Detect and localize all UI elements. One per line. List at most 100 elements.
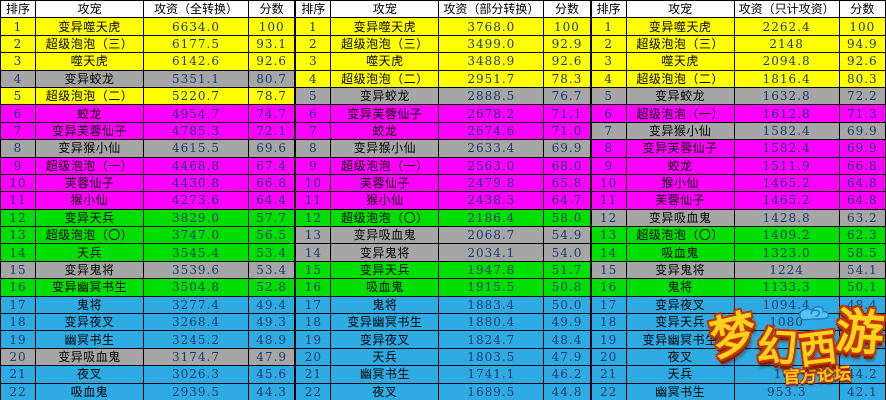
cell-pet: 芙蓉仙子 [331, 174, 440, 193]
cell-value: 2094.8 [734, 53, 840, 71]
cell-value: 2438.3 [439, 192, 545, 210]
cell-value: 1224 [734, 261, 840, 280]
cell-value [734, 331, 840, 349]
cell-value: 1465.2 [734, 174, 840, 193]
cell-value: 2034.1 [439, 244, 545, 262]
cell-score: 53.4 [249, 261, 296, 280]
cell-score: 47.9 [249, 348, 296, 367]
cell-pet: 变异噬天虎 [36, 18, 144, 36]
cell-rank: 21 [1, 366, 36, 384]
cell-pet: 超级泡泡（〇） [626, 227, 735, 245]
cell-rank: 12 [591, 209, 627, 228]
cell-rank: 18 [1, 314, 36, 332]
column-header: 分数 [249, 1, 296, 19]
cell-pet: 变异鬼将 [331, 244, 440, 262]
cell-score: 54.9 [544, 227, 591, 245]
cell-pet: 超级泡泡（二） [331, 70, 440, 88]
cell-score: 53.4 [249, 244, 296, 262]
cell-rank: 14 [1, 244, 36, 262]
cell-rank: 15 [296, 261, 332, 280]
column-header: 分数 [544, 1, 591, 19]
cell-score: 48.9 [249, 331, 296, 349]
cell-score: 78.3 [544, 70, 591, 88]
cell-score: 92.6 [544, 53, 591, 71]
cell-pet: 超级泡泡（一） [36, 157, 144, 175]
cell-value: 3545.4 [144, 244, 249, 262]
cell-pet: 鬼将 [36, 296, 144, 315]
cell-pet: 蛟龙 [331, 122, 440, 141]
cell-pet: 变异天兵 [626, 314, 735, 332]
cell-pet: 蛟龙 [626, 157, 735, 175]
cell-rank: 17 [1, 296, 36, 315]
cell-rank: 1 [591, 18, 627, 36]
cell-pet: 变异鬼将 [626, 261, 735, 280]
cell-pet: 超级泡泡（二） [36, 87, 144, 106]
column-header: 排序 [591, 1, 627, 19]
cell-value: 953.3 [734, 383, 840, 400]
cell-pet: 变异蛟龙 [36, 70, 144, 88]
cell-score: 64.4 [249, 192, 296, 210]
cell-pet: 鬼将 [626, 279, 735, 297]
cell-rank: 9 [1, 157, 36, 175]
cell-score: 94.9 [839, 35, 886, 54]
cell-score: 52.8 [249, 279, 296, 297]
cell-score: 46.2 [544, 366, 591, 384]
cell-score: 63.2 [839, 209, 886, 228]
cell-value: 1915.5 [439, 279, 545, 297]
cell-score: 69.9 [839, 140, 886, 158]
cell-rank: 3 [1, 53, 36, 71]
cell-rank: 3 [591, 53, 627, 71]
cell-value: 3504.8 [144, 279, 249, 297]
cell-rank: 20 [296, 348, 332, 367]
cell-value: 2888.5 [439, 87, 545, 106]
cell-pet: 猴小仙 [626, 174, 735, 193]
cell-value: 2563.0 [439, 157, 545, 175]
cell-value: 3245.2 [144, 331, 249, 349]
column-header: 排序 [1, 1, 36, 19]
cell-rank: 7 [1, 122, 36, 141]
cell-rank: 4 [1, 70, 36, 88]
cell-score: 68.0 [544, 157, 591, 175]
column-header: 攻资（只计攻资） [734, 1, 840, 19]
cell-score: 65.8 [544, 174, 591, 193]
cell-score [839, 331, 886, 349]
cell-score: 92.6 [249, 53, 296, 71]
cell-pet: 噬天虎 [626, 53, 735, 71]
cell-rank: 2 [296, 35, 332, 54]
cell-score: 47.7 [839, 314, 886, 332]
cell-rank: 4 [591, 70, 627, 88]
cell-pet: 芙蓉仙子 [626, 192, 735, 210]
cell-score: 72.1 [249, 122, 296, 141]
cell-score: 71.1 [544, 105, 591, 123]
cell-rank: 14 [591, 244, 627, 262]
cell-score: 56.5 [249, 227, 296, 245]
cell-rank: 19 [1, 331, 36, 349]
cell-pet: 噬天虎 [36, 53, 144, 71]
cell-value: 4468.8 [144, 157, 249, 175]
cell-value: 4785.3 [144, 122, 249, 141]
cell-value: 1409.2 [734, 227, 840, 245]
ranking-table-2: 排序 攻宠 攻资（部分转换） 分数 1 变异噬天虎 3768.0 100 2 超级泡泡（三） 349… [295, 0, 591, 400]
cell-value: 2186.4 [439, 209, 545, 228]
cell-rank: 8 [591, 140, 627, 158]
cell-value: 1465.2 [734, 192, 840, 210]
column-header: 攻资（部分转换） [439, 1, 545, 19]
cell-value: 2148 [734, 35, 840, 54]
cell-rank: 11 [1, 192, 36, 210]
cell-rank: 14 [296, 244, 332, 262]
cell-score: 66.8 [839, 157, 886, 175]
cell-rank: 16 [1, 279, 36, 297]
cell-score: 100 [249, 18, 296, 36]
cell-rank: 18 [591, 314, 627, 332]
cell-pet: 变异芙蓉仙子 [36, 122, 144, 141]
cell-value: 1133.3 [734, 279, 840, 297]
cell-rank: 21 [296, 366, 332, 384]
cell-pet: 变异鬼将 [36, 261, 144, 280]
cell-pet: 超级泡泡（一） [331, 157, 440, 175]
cell-value: 2633.4 [439, 140, 545, 158]
cell-value: 6177.5 [144, 35, 249, 54]
cell-score: 74.7 [249, 105, 296, 123]
cell-score: 58.0 [544, 209, 591, 228]
cell-value: 1094.4 [734, 296, 840, 315]
cell-value: 3539.6 [144, 261, 249, 280]
